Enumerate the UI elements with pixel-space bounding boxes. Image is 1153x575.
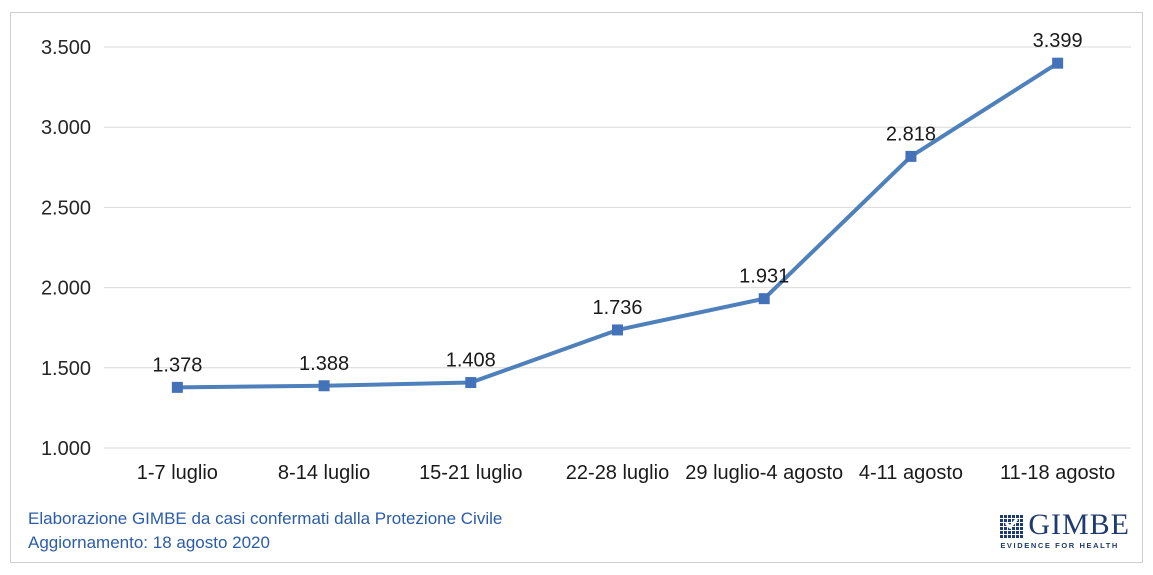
series-marker: [612, 324, 623, 336]
footer-source-line: Elaborazione GIMBE da casi confermati da…: [28, 509, 503, 528]
chart-frame: 1.000 1.500 2.000 2.500 3.000 3.500 1-7 luglio…: [10, 12, 1143, 563]
gimbe-tagline: EVIDENCE FOR HEALTH: [1000, 541, 1119, 550]
series-marker: [171, 381, 183, 393]
chart-footer: Elaborazione GIMBE da casi confermati da…: [28, 507, 502, 555]
x-tick-label: 15-21 luglio: [419, 462, 522, 484]
footer-update-line: Aggiornamento: 18 agosto 2020: [28, 533, 270, 552]
x-tick-label: 8-14 luglio: [278, 462, 370, 484]
gimbe-grid-icon: [1000, 514, 1025, 538]
series-marker: [758, 293, 770, 305]
y-tick-label: 1.500: [41, 358, 91, 380]
data-label: 2.818: [886, 123, 936, 145]
data-label: 1.408: [446, 350, 496, 372]
series-marker: [465, 377, 477, 389]
x-tick-label: 1-7 luglio: [137, 462, 218, 484]
x-tick-label: 29 luglio-4 agosto: [685, 462, 843, 484]
gimbe-logo: GIMBE EVIDENCE FOR HEALTH: [1000, 508, 1130, 550]
series-marker: [1052, 57, 1064, 69]
x-tick-label: 22-28 luglio: [566, 462, 669, 484]
series-marker: [318, 380, 330, 392]
series-line: [175, 61, 1060, 390]
y-tick-label: 2.500: [41, 197, 91, 219]
data-label: 1.736: [592, 297, 642, 319]
y-tick-label: 3.500: [41, 37, 91, 59]
data-label: 1.378: [152, 354, 202, 376]
y-tick-label: 1.000: [41, 438, 91, 460]
y-tick-label: 3.000: [41, 117, 91, 139]
data-label: 3.399: [1033, 30, 1083, 52]
data-label: 1.388: [299, 353, 349, 375]
y-tick-label: 2.000: [41, 278, 91, 300]
line-chart: 1.000 1.500 2.000 2.500 3.000 3.500 1-7 luglio…: [41, 30, 1131, 484]
gimbe-wordmark: GIMBE: [1028, 508, 1130, 541]
x-tick-label: 4-11 agosto: [859, 462, 963, 484]
x-tick-label: 11-18 agosto: [1000, 462, 1115, 484]
series-marker: [905, 150, 917, 162]
data-label: 1.931: [739, 266, 789, 288]
